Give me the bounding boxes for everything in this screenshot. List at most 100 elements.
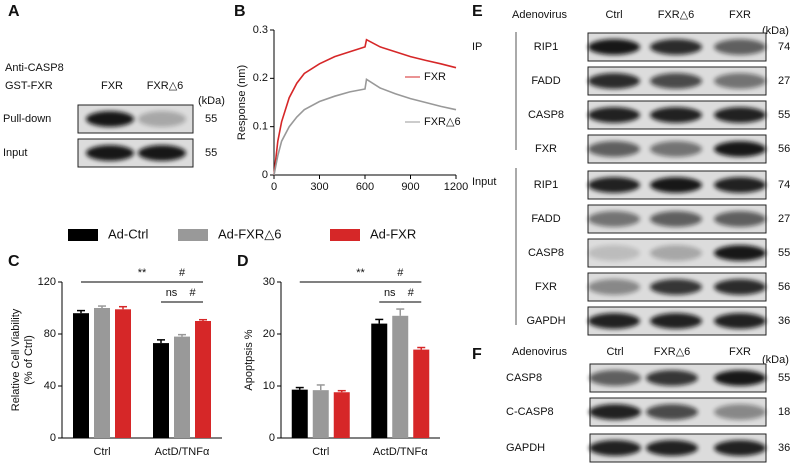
blot-band (588, 313, 640, 329)
row-label: RIP1 (534, 179, 558, 191)
blot-band (650, 107, 702, 123)
x-tick-label: 1200 (444, 181, 468, 193)
blot-band (714, 141, 766, 157)
kda-label: 27 (778, 213, 790, 225)
unit-label: (kDa) (762, 25, 789, 37)
y-tick-label: 40 (44, 380, 56, 392)
group-label: IP (472, 41, 482, 53)
row-label: GAPDH (506, 442, 545, 454)
significance-label: # (179, 267, 186, 279)
significance-label: # (189, 287, 196, 299)
blot-band (714, 177, 766, 193)
blot-band (589, 440, 641, 456)
y-tick-label: 0.3 (253, 24, 268, 36)
blot-band (714, 404, 766, 420)
kda-label: 55 (205, 113, 217, 125)
panel-label: A (8, 3, 20, 20)
row-label: FADD (531, 213, 560, 225)
row-label: Input (3, 147, 27, 159)
row-label: GAPDH (526, 315, 565, 327)
legend-label: Ad-Ctrl (108, 226, 149, 241)
row-label: FADD (531, 75, 560, 87)
column-label: FXR (101, 80, 123, 92)
blot-band (646, 440, 698, 456)
header-label: Adenovirus (512, 346, 568, 358)
x-tick-label: Ctrl (312, 446, 329, 458)
blot-band (589, 404, 641, 420)
y-axis-label: Relative Cell Viability (10, 308, 22, 411)
blot-band (650, 313, 702, 329)
y-tick-label: 10 (263, 380, 275, 392)
kda-label: 74 (778, 41, 790, 53)
panel-label: E (472, 3, 483, 20)
kda-label: 55 (778, 247, 790, 259)
bar (115, 309, 131, 438)
blot-band (714, 245, 766, 261)
blot-band (714, 39, 766, 55)
bar (153, 343, 169, 438)
blot-band (650, 211, 702, 227)
unit-label: (kDa) (762, 354, 789, 366)
significance-label: # (408, 287, 415, 299)
blot-band (588, 141, 640, 157)
kda-label: 27 (778, 75, 790, 87)
probe-label: GST-FXR (5, 80, 53, 92)
kda-label: 56 (778, 143, 790, 155)
column-label: FXR (729, 346, 751, 358)
significance-label: ns (384, 287, 396, 299)
x-tick-label: 600 (356, 181, 374, 193)
blot-band (650, 245, 702, 261)
kda-label: 36 (778, 315, 790, 327)
y-tick-label: 80 (44, 328, 56, 340)
blot-band (646, 404, 698, 420)
y-tick-label: 0.2 (253, 72, 268, 84)
column-label: FXR△6 (658, 9, 695, 21)
blot-band (714, 279, 766, 295)
blot-band (588, 279, 640, 295)
y-tick-label: 0 (50, 432, 56, 444)
x-tick-label: 300 (310, 181, 328, 193)
blot-band (714, 73, 766, 89)
kda-label: 18 (778, 406, 790, 418)
panel-label: F (472, 346, 482, 363)
blot-band (714, 211, 766, 227)
legend-label: Ad-FXR (370, 226, 416, 241)
row-label: CASP8 (506, 372, 542, 384)
blot-band (646, 370, 698, 386)
significance-label: ** (356, 267, 365, 279)
blot-band (650, 141, 702, 157)
bar (312, 390, 329, 438)
legend-swatch (330, 229, 360, 241)
bar (392, 315, 409, 438)
blot-band (714, 313, 766, 329)
legend-swatch (68, 229, 98, 241)
blot-band (714, 370, 766, 386)
y-axis-label: Response (nm) (236, 65, 248, 140)
kda-label: 55 (778, 372, 790, 384)
unit-label: (kDa) (198, 95, 225, 107)
blot-band (714, 440, 766, 456)
bar (73, 313, 89, 438)
header-label: Adenovirus (512, 9, 568, 21)
x-tick-label: ActD/TNFα (155, 446, 210, 458)
group-label: Input (472, 176, 496, 188)
significance-label: ns (166, 287, 178, 299)
x-tick-label: 900 (401, 181, 419, 193)
panel-label: C (8, 253, 20, 270)
blot-band (588, 107, 640, 123)
x-tick-label: Ctrl (93, 446, 110, 458)
legend-label: FXR△6 (424, 116, 461, 128)
panel-label: D (237, 253, 249, 270)
bar (333, 392, 350, 438)
bar (291, 389, 308, 438)
bar (195, 321, 211, 438)
column-label: FXR△6 (654, 346, 691, 358)
column-label: FXR (729, 9, 751, 21)
blot-band (650, 177, 702, 193)
significance-label: ** (138, 267, 147, 279)
kda-label: 56 (778, 281, 790, 293)
bar (174, 336, 190, 438)
blot-band (714, 107, 766, 123)
bar (413, 349, 430, 438)
